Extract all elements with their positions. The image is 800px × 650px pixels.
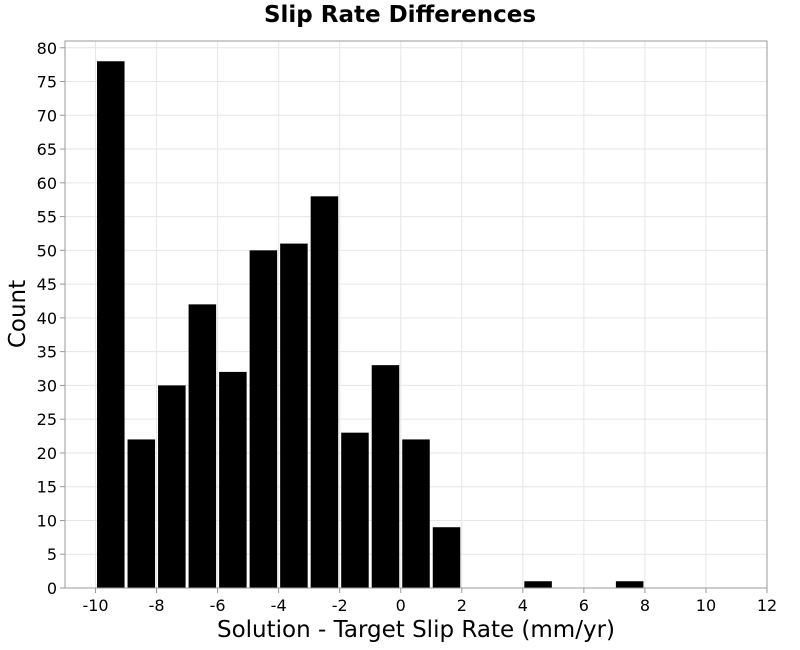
- x-tick-label: -4: [271, 596, 287, 615]
- histogram-bar: [524, 581, 552, 588]
- y-tick-label: 5: [47, 545, 57, 564]
- histogram-bar: [615, 581, 644, 588]
- y-tick-label: 60: [37, 174, 57, 193]
- x-tick-label: 2: [457, 596, 467, 615]
- y-tick-label: 40: [37, 309, 57, 328]
- histogram-bar: [97, 61, 125, 588]
- bars: [97, 61, 644, 588]
- y-tick-label: 25: [37, 410, 57, 429]
- histogram-bar: [310, 196, 339, 588]
- x-tick-label: 12: [757, 596, 777, 615]
- y-tick-label: 45: [37, 275, 57, 294]
- x-tick-label: -2: [332, 596, 348, 615]
- x-tick-label: 4: [518, 596, 528, 615]
- histogram-bar: [371, 365, 400, 588]
- x-tick-label: 8: [640, 596, 650, 615]
- histogram-bar: [158, 385, 186, 588]
- histogram-bar: [249, 250, 278, 588]
- histogram-bar: [341, 432, 369, 588]
- y-tick-label: 20: [37, 444, 57, 463]
- histogram-bar: [432, 527, 461, 588]
- x-tick-label: -6: [210, 596, 226, 615]
- x-tick-label: -8: [149, 596, 165, 615]
- x-tick-label: -10: [82, 596, 108, 615]
- y-tick-label: 10: [37, 511, 57, 530]
- histogram-bar: [188, 304, 217, 588]
- histogram-bar: [280, 243, 308, 588]
- x-tick-label: 10: [696, 596, 716, 615]
- x-axis-label: Solution - Target Slip Rate (mm/yr): [217, 617, 615, 643]
- y-tick-label: 50: [37, 241, 57, 260]
- y-tick-label: 15: [37, 478, 57, 497]
- y-tick-label: 35: [37, 343, 57, 362]
- y-tick-label: 55: [37, 208, 57, 227]
- histogram-bar: [219, 371, 247, 588]
- y-tick-label: 30: [37, 376, 57, 395]
- x-tick-label: 6: [579, 596, 589, 615]
- y-tick-label: 65: [37, 140, 57, 159]
- chart-title: Slip Rate Differences: [263, 2, 537, 28]
- y-tick-label: 80: [37, 39, 57, 58]
- x-tick-label: 0: [396, 596, 406, 615]
- plot-frame: [64, 40, 768, 589]
- histogram-bar: [127, 439, 156, 588]
- y-tick-label: 75: [37, 73, 57, 92]
- histogram-bar: [402, 439, 430, 588]
- y-tick-label: 70: [37, 106, 57, 125]
- y-tick-label: 0: [47, 579, 57, 598]
